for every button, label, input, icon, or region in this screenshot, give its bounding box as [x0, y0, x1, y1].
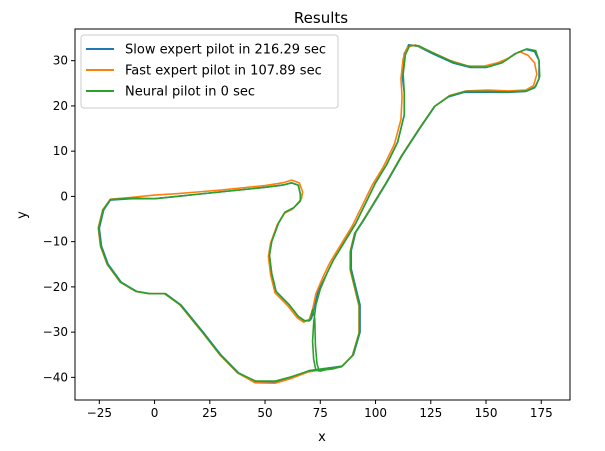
y-axis: −40 −30 −20 −10 0 10 20 30	[43, 54, 75, 384]
y-tick-label: 20	[53, 99, 68, 113]
y-axis-label: y	[15, 211, 30, 219]
y-tick-label: 0	[60, 189, 68, 203]
x-axis-label: x	[318, 430, 326, 445]
x-tick-label: 50	[257, 406, 272, 420]
y-tick-label: −10	[43, 235, 68, 249]
series-line-3	[97, 44, 541, 382]
legend-box	[80, 34, 339, 109]
legend-label-3: Neural pilot in 0 sec	[125, 85, 255, 100]
legend-label-1: Slow expert pilot in 216.29 sec	[125, 43, 326, 58]
y-tick-label: −20	[43, 280, 68, 294]
y-tick-label: 30	[53, 54, 68, 68]
x-tick-label: −25	[87, 406, 112, 420]
x-tick-label: 125	[419, 406, 442, 420]
x-tick-label: 75	[313, 406, 328, 420]
chart-title: Results	[294, 9, 348, 27]
x-tick-label: 100	[364, 406, 387, 420]
x-tick-label: 25	[202, 406, 217, 420]
series-lines	[97, 44, 541, 385]
legend-label-2: Fast expert pilot in 107.89 sec	[125, 64, 322, 79]
plot-frame	[74, 28, 571, 401]
y-tick-label: 10	[53, 144, 68, 158]
x-tick-label: 175	[530, 406, 553, 420]
y-tick-label: −40	[43, 370, 68, 384]
x-axis: −25 0 25 50 75 100 125 150 175	[87, 400, 553, 420]
y-tick-label: −30	[43, 325, 68, 339]
x-tick-label: 150	[475, 406, 498, 420]
legend: Slow expert pilot in 216.29 sec Fast expe…	[80, 34, 339, 109]
x-tick-label: 0	[151, 406, 159, 420]
